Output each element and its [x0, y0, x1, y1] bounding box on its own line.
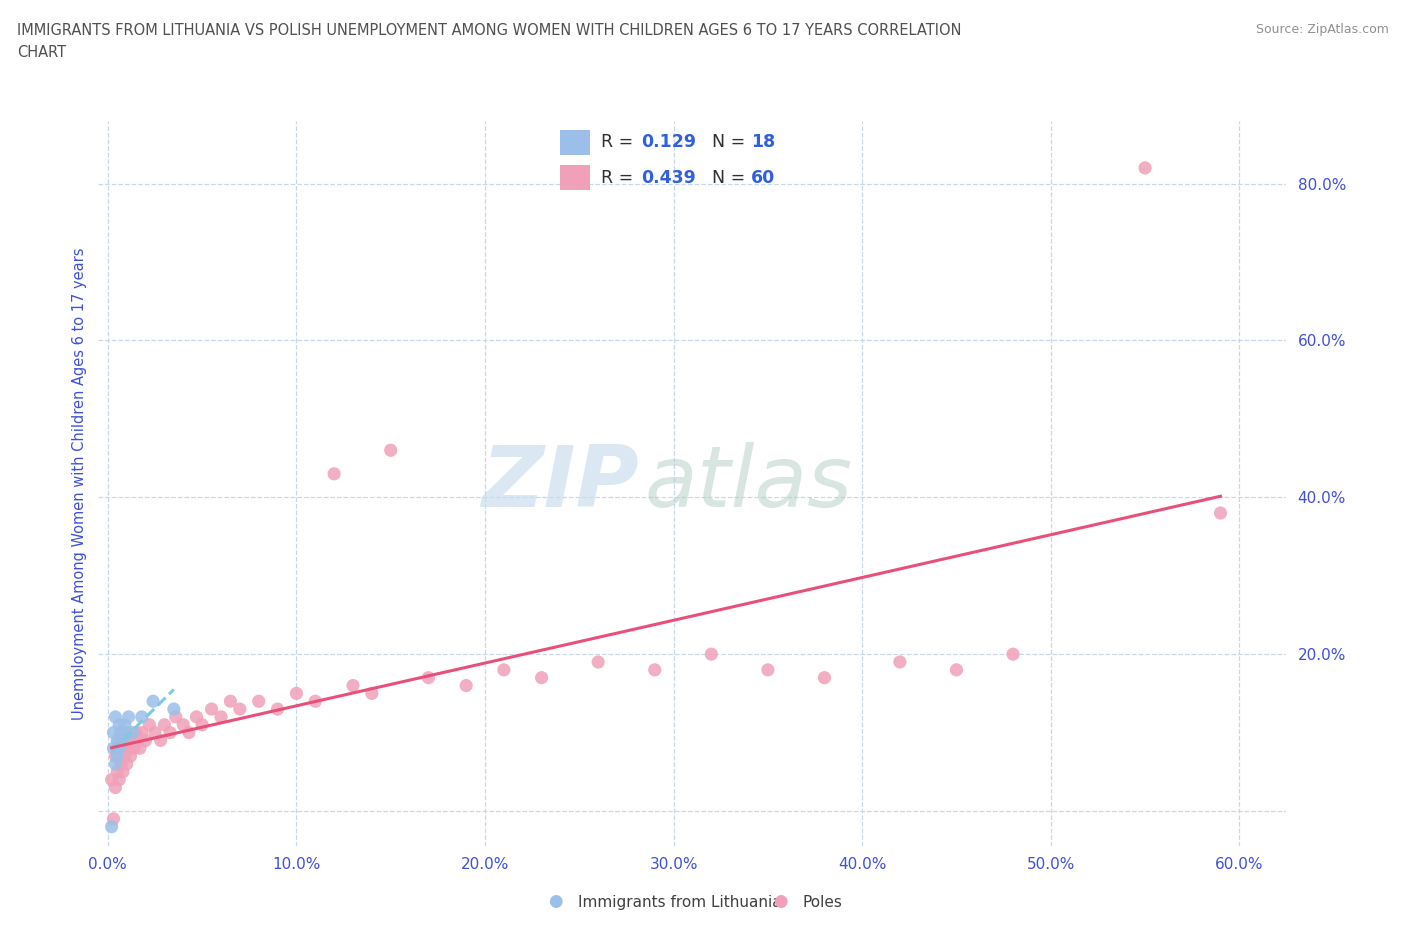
Text: Poles: Poles — [803, 895, 842, 910]
Point — [1002, 646, 1025, 661]
Point — [418, 671, 440, 685]
Text: 0.439: 0.439 — [641, 169, 696, 187]
Point — [813, 671, 835, 685]
Point — [115, 725, 138, 740]
Point — [104, 756, 127, 771]
Point — [323, 466, 346, 481]
Point — [700, 646, 723, 661]
Point — [456, 678, 478, 693]
Point — [191, 717, 214, 732]
Point — [143, 725, 166, 740]
Point — [135, 733, 157, 748]
Point — [105, 749, 128, 764]
Point — [131, 725, 153, 740]
Text: N =: N = — [713, 169, 751, 187]
Point — [165, 710, 187, 724]
Point — [105, 741, 128, 756]
Point — [142, 694, 165, 709]
Point — [1209, 506, 1232, 521]
Point — [492, 662, 515, 677]
Bar — [560, 129, 589, 155]
Point — [127, 733, 149, 748]
Point — [644, 662, 666, 677]
Point — [219, 694, 242, 709]
Point — [159, 725, 181, 740]
Point — [889, 655, 911, 670]
Point — [229, 701, 252, 716]
Point — [177, 725, 200, 740]
Point — [586, 655, 609, 670]
Point — [125, 725, 148, 740]
Point — [110, 725, 132, 740]
Y-axis label: Unemployment Among Women with Children Ages 6 to 17 years: Unemployment Among Women with Children A… — [72, 247, 87, 720]
Point — [380, 443, 402, 458]
Text: N =: N = — [713, 133, 751, 152]
Point — [110, 756, 132, 771]
Point — [342, 678, 364, 693]
Point — [104, 780, 127, 795]
Point — [103, 725, 125, 740]
Point — [149, 733, 172, 748]
Point — [104, 749, 127, 764]
Point — [110, 725, 132, 740]
Text: IMMIGRANTS FROM LITHUANIA VS POLISH UNEMPLOYMENT AMONG WOMEN WITH CHILDREN AGES : IMMIGRANTS FROM LITHUANIA VS POLISH UNEM… — [17, 23, 962, 38]
Point — [129, 741, 152, 756]
Text: ZIP: ZIP — [481, 442, 638, 525]
Point — [108, 717, 131, 732]
Point — [117, 741, 139, 756]
Point — [103, 741, 125, 756]
Point — [105, 733, 128, 748]
Point — [111, 764, 134, 779]
Point — [100, 819, 122, 834]
Point — [111, 741, 134, 756]
Point — [105, 764, 128, 779]
Point — [200, 701, 222, 716]
Point — [945, 662, 967, 677]
Text: 60: 60 — [751, 169, 775, 187]
Text: Source: ZipAtlas.com: Source: ZipAtlas.com — [1256, 23, 1389, 36]
Point — [285, 686, 308, 701]
Point — [103, 811, 125, 826]
Point — [108, 772, 131, 787]
Point — [100, 772, 122, 787]
Text: 18: 18 — [751, 133, 775, 152]
Point — [121, 733, 143, 748]
Point — [247, 694, 270, 709]
Point — [209, 710, 232, 724]
Point — [111, 733, 134, 748]
Point — [115, 756, 138, 771]
Text: R =: R = — [602, 133, 640, 152]
Point — [108, 733, 131, 748]
Point — [115, 733, 138, 748]
Point — [1133, 161, 1156, 176]
Bar — [560, 166, 589, 191]
Point — [153, 717, 176, 732]
Text: ●: ● — [773, 892, 787, 910]
Point — [114, 749, 136, 764]
Point — [163, 701, 186, 716]
Text: CHART: CHART — [17, 45, 66, 60]
Point — [186, 710, 208, 724]
Point — [114, 717, 136, 732]
Point — [117, 710, 139, 724]
Point — [120, 749, 142, 764]
Text: ●: ● — [548, 892, 562, 910]
Text: R =: R = — [602, 169, 640, 187]
Text: Immigrants from Lithuania: Immigrants from Lithuania — [578, 895, 782, 910]
Point — [304, 694, 326, 709]
Text: 0.129: 0.129 — [641, 133, 696, 152]
Point — [104, 710, 127, 724]
Point — [121, 725, 143, 740]
Point — [138, 717, 160, 732]
Point — [756, 662, 779, 677]
Point — [530, 671, 553, 685]
Point — [266, 701, 288, 716]
Point — [131, 710, 153, 724]
Point — [108, 741, 131, 756]
Text: atlas: atlas — [645, 442, 853, 525]
Point — [360, 686, 382, 701]
Point — [172, 717, 194, 732]
Point — [122, 741, 145, 756]
